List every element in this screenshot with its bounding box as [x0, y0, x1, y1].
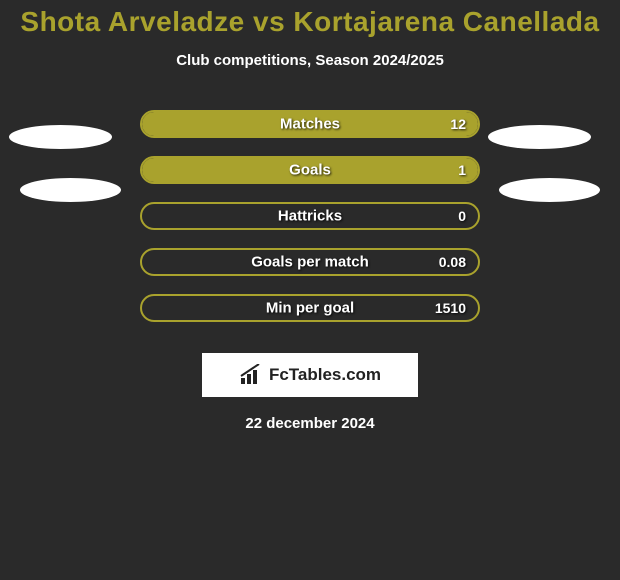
- stat-row: Goals per match 0.08: [0, 239, 620, 285]
- accent-ellipse: [20, 178, 121, 202]
- logo-text: FcTables.com: [269, 365, 381, 385]
- stat-bar: Goals per match 0.08: [140, 248, 480, 276]
- accent-ellipse: [499, 178, 600, 202]
- stat-bar: Hattricks 0: [140, 202, 480, 230]
- subtitle: Club competitions, Season 2024/2025: [0, 52, 620, 69]
- stat-label: Min per goal: [142, 300, 478, 317]
- bar-chart-icon: [239, 364, 263, 386]
- stat-value: 0.08: [439, 254, 466, 270]
- stat-label: Goals per match: [142, 254, 478, 271]
- stat-value: 12: [450, 116, 466, 132]
- stat-bar: Min per goal 1510: [140, 294, 480, 322]
- stat-bar: Matches 12: [140, 110, 480, 138]
- stat-label: Goals: [142, 162, 478, 179]
- stat-label: Matches: [142, 116, 478, 133]
- stat-value: 1: [458, 162, 466, 178]
- stat-value: 1510: [435, 300, 466, 316]
- stat-row: Min per goal 1510: [0, 285, 620, 331]
- accent-ellipse: [488, 125, 591, 149]
- page-title: Shota Arveladze vs Kortajarena Canellada: [0, 6, 620, 38]
- logo: FcTables.com: [202, 353, 418, 397]
- date-text: 22 december 2024: [0, 415, 620, 432]
- stat-label: Hattricks: [142, 208, 478, 225]
- accent-ellipse: [9, 125, 112, 149]
- stat-value: 0: [458, 208, 466, 224]
- comparison-infographic: Shota Arveladze vs Kortajarena Canellada…: [0, 0, 620, 580]
- stat-bar: Goals 1: [140, 156, 480, 184]
